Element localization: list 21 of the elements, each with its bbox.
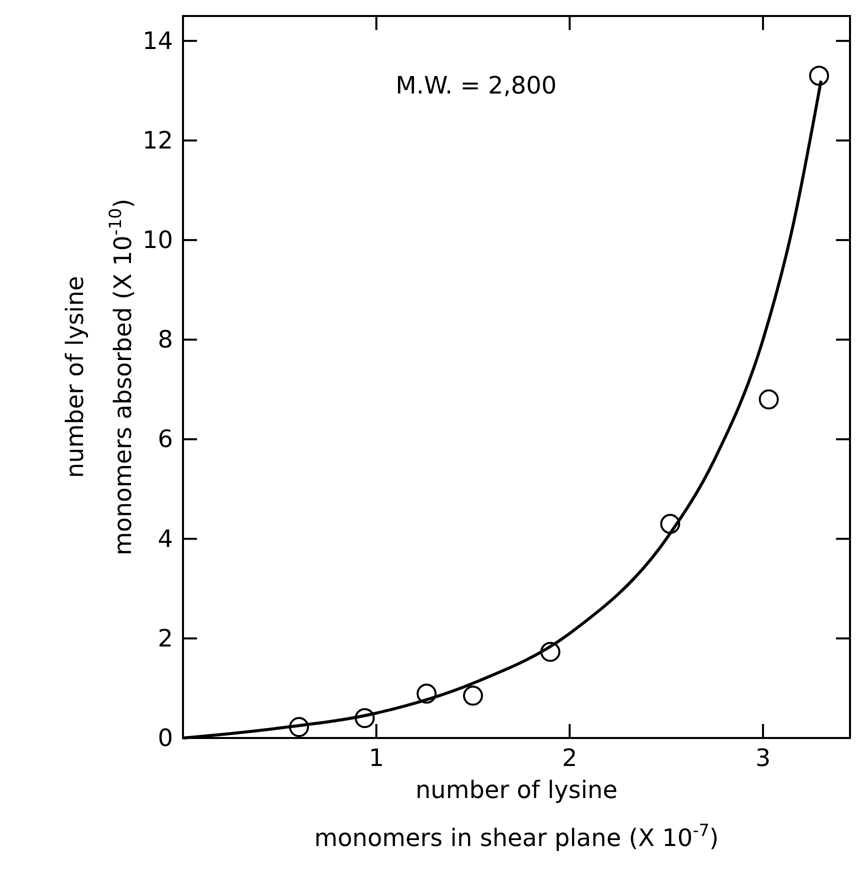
- annotation: M.W. = 2,800: [396, 72, 557, 100]
- y-tick-label: 2: [158, 624, 173, 652]
- y-tick-label: 0: [158, 724, 173, 752]
- point: [758, 389, 779, 410]
- point: [660, 514, 680, 534]
- y-tick-label: 10: [142, 226, 173, 254]
- y-tick-label: 4: [158, 524, 173, 553]
- x-tick-label: 2: [562, 744, 578, 772]
- x-tick-label: 3: [755, 744, 771, 772]
- y-tick-label: 12: [142, 126, 173, 154]
- y-tick-label: 14: [142, 26, 173, 55]
- point: [463, 686, 483, 706]
- point: [809, 66, 830, 86]
- y-tick-label: 8: [158, 326, 173, 354]
- point: [289, 717, 309, 738]
- x-tick-label: 1: [368, 744, 384, 772]
- x-axis-title: number of lysine monomers in shear plane (X 10$^{-7}$): [314, 776, 719, 852]
- y-tick-label: 6: [158, 425, 173, 454]
- point: [540, 642, 560, 662]
- point: [416, 684, 437, 704]
- point: [354, 708, 375, 728]
